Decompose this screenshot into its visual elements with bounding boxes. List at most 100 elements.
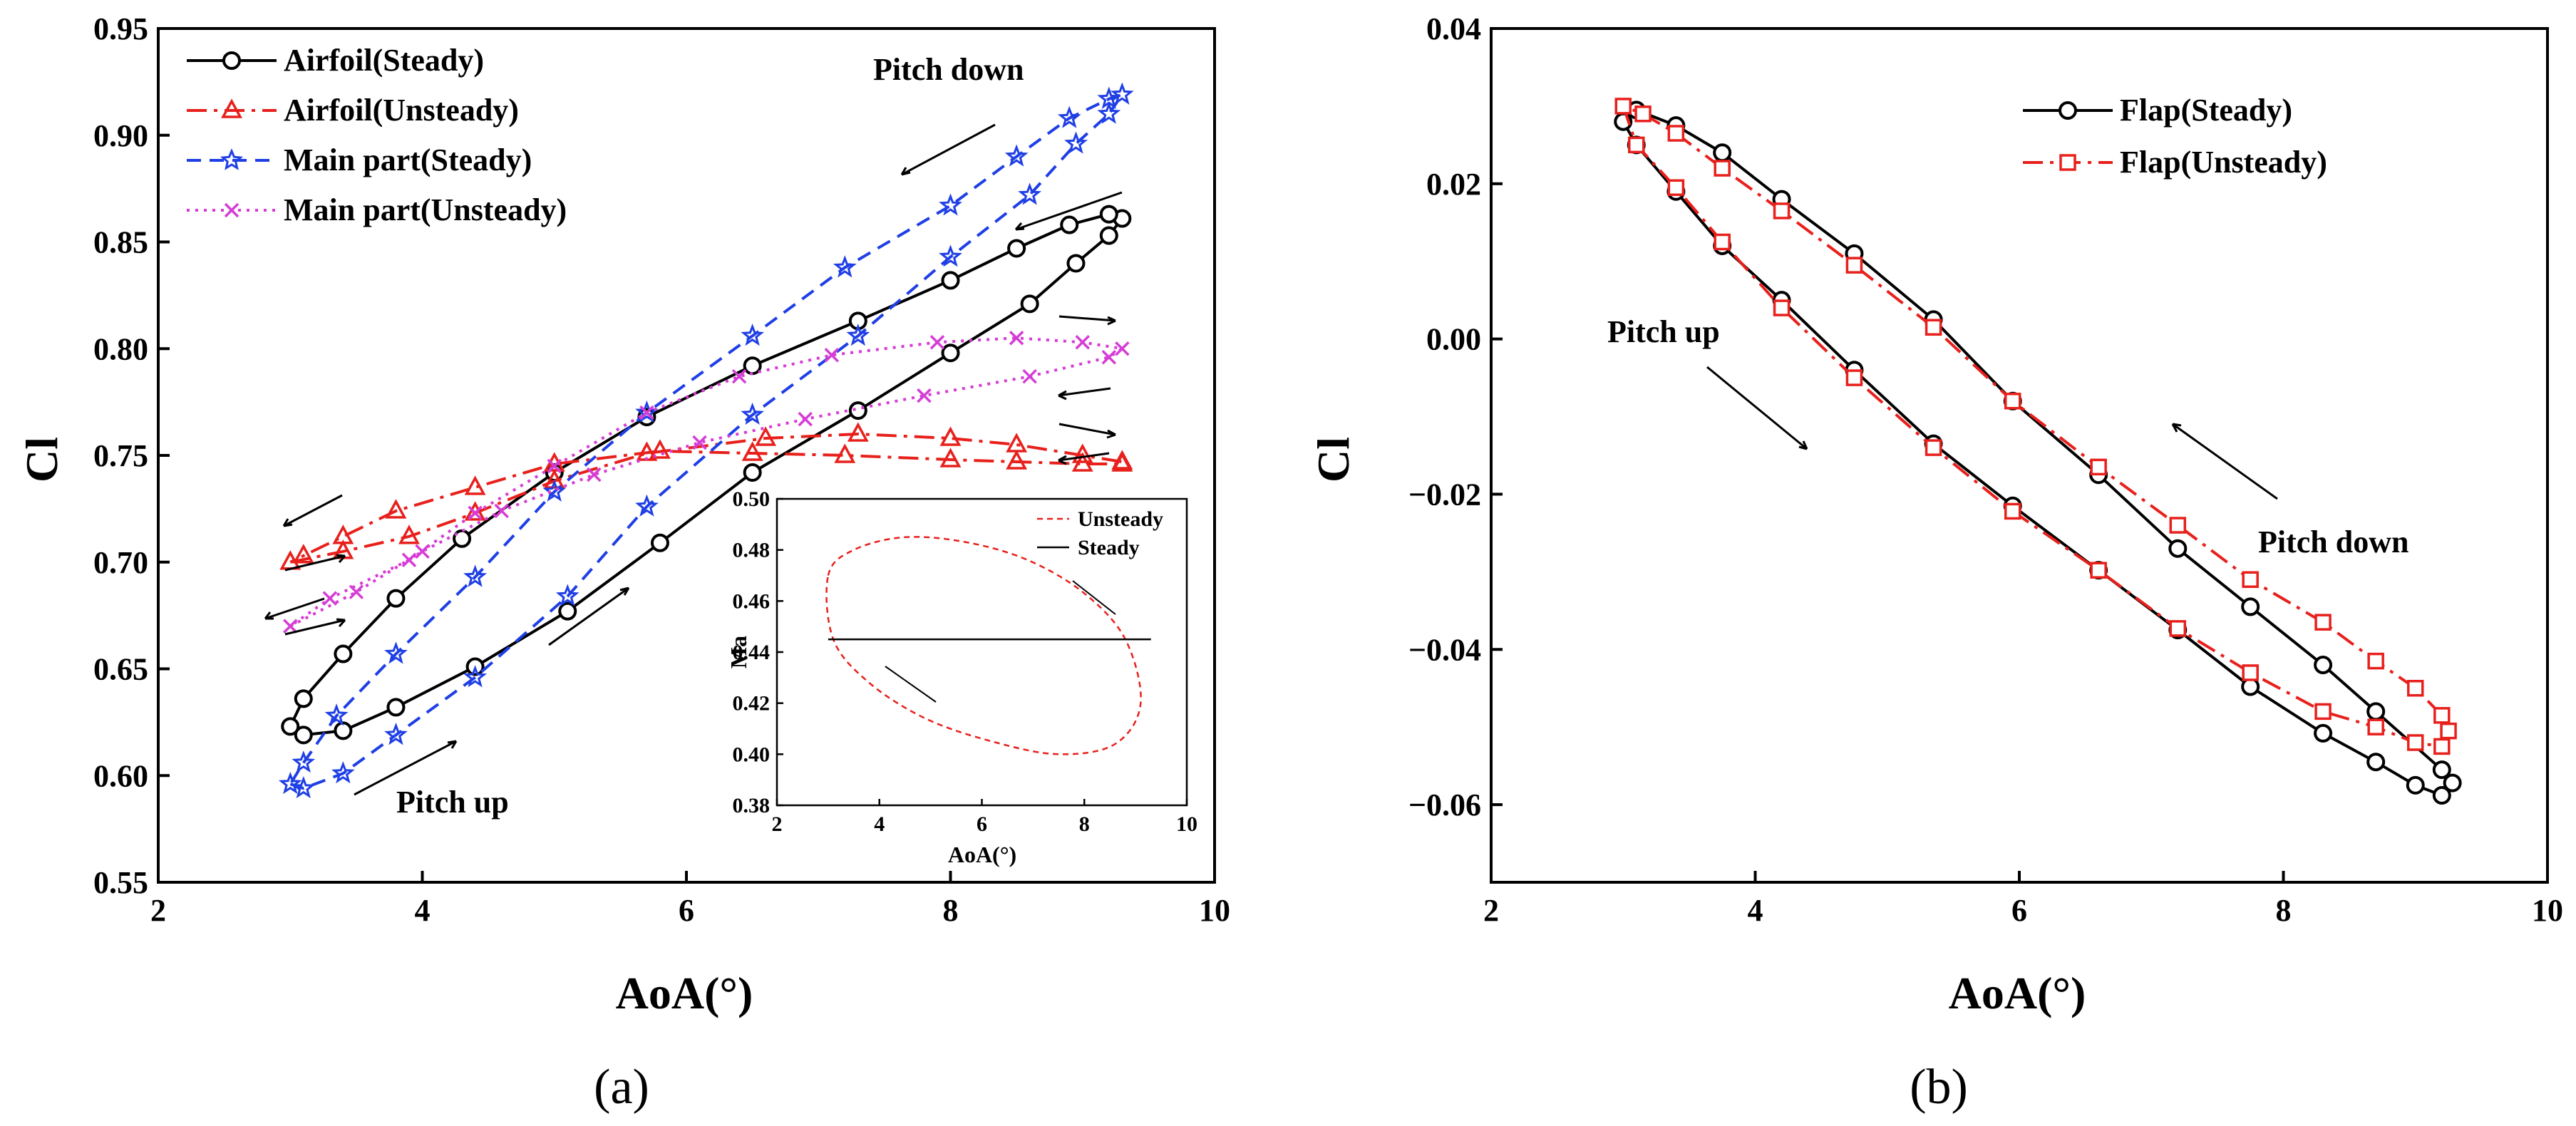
inset-legend-label-unsteady: Unsteady [1078,507,1163,531]
arrow-a-7 [282,494,343,527]
inset-y-axis-label: Ma [726,636,751,668]
point-flap-steady [2241,597,2260,616]
point-flap-unsteady [1925,439,1942,456]
point-main-part-steady [635,494,659,517]
point-airfoil-steady [558,601,577,621]
point-main-part-steady [741,402,764,425]
point-flap-unsteady [2242,571,2259,589]
b-y-tick-label: −0.06 [1408,787,1481,822]
a-x-tick-label: 6 [679,893,694,928]
point-airfoil-steady [334,721,353,740]
point-airfoil-unsteady [464,475,486,495]
series-line-flap-unsteady [1622,105,2451,748]
point-main-part-steady [331,761,355,784]
inset-y-tick-label: 0.44 [733,641,771,664]
point-airfoil-steady [1099,226,1118,245]
legend-a: Airfoil(Steady) Airfoil(Unsteady) Main p… [187,43,567,227]
point-airfoil-unsteady [1006,450,1028,470]
point-main-part-unsteady [1115,341,1130,356]
b-y-tick-label: 0.02 [1426,167,1481,202]
inset-arrow-2 [885,666,937,703]
point-flap-steady [2314,723,2333,743]
inset-series-group [825,536,1151,755]
arrow-a-8 [284,554,346,572]
legend-marker-flap-steady [2059,101,2077,120]
point-main-part-unsteady [1075,335,1090,350]
b-x-tick-label: 4 [1748,893,1763,928]
point-airfoil-unsteady [292,544,314,564]
point-flap-unsteady [2004,393,2021,410]
a-y-tick-label: 0.80 [93,331,148,366]
point-flap-steady [2168,539,2188,558]
point-flap-unsteady [1925,319,1942,336]
point-main-part-unsteady [1022,368,1037,384]
b-y-tick-label: 0.04 [1426,11,1481,46]
annotation-pitch-up-a: Pitch up [396,785,509,820]
point-airfoil-unsteady [1111,452,1133,472]
point-airfoil-unsteady [385,499,407,519]
y-axis-label-b: Cl [1308,437,1359,482]
point-flap-unsteady [1845,257,1863,274]
point-main-part-steady [846,324,870,346]
b-y-tick-label: 0.00 [1426,322,1481,357]
a-y-tick-label: 0.70 [93,545,148,580]
arrow-b-1 [1706,366,1808,450]
inset-y-tick-label: 0.40 [733,743,771,766]
inset-x-tick-label: 10 [1176,812,1197,836]
inset-y-tick-label: 0.46 [733,589,771,613]
a-y-tick-label: 0.95 [93,11,148,46]
point-main-part-steady [1057,105,1081,128]
point-flap-unsteady [1667,179,1685,197]
point-main-part-unsteady [1009,331,1024,346]
inset-frame [776,497,1188,807]
point-main-part-unsteady [929,335,945,350]
point-airfoil-steady [650,533,669,552]
point-main-part-steady [1064,131,1088,154]
point-main-part-steady [278,771,302,795]
point-airfoil-unsteady [543,469,565,489]
point-main-part-steady [1097,101,1121,124]
point-flap-steady [2432,760,2451,780]
direction-arrows-a [264,123,1123,796]
b-x-tick-label: 8 [2276,893,2292,928]
legend-marker-main-steady [220,148,244,170]
legend-marker-main-unsteady [224,202,239,218]
point-airfoil-unsteady [1006,433,1028,453]
point-airfoil-unsteady [332,525,354,544]
point-flap-unsteady [2169,517,2187,534]
point-flap-unsteady [1845,369,1863,386]
b-x-tick-label: 10 [2532,893,2563,928]
point-flap-steady [2406,775,2425,795]
point-flap-unsteady [1773,299,1791,316]
point-airfoil-unsteady [939,426,962,446]
point-flap-unsteady [2090,562,2107,579]
legend-label-flap-steady: Flap(Steady) [2120,93,2292,128]
chart-panel-b: 2 4 6 8 10 −0.06 −0.04 −0.02 0.00 0.02 0.04 Flap(S… [1308,11,2563,1115]
point-flap-steady [2314,656,2333,675]
legend-marker-flap-unsteady [2059,154,2076,171]
point-main-part-unsteady [1101,349,1117,365]
point-main-part-steady [635,400,659,423]
arrow-a-2 [1014,191,1123,231]
b-x-tick-label: 2 [1483,893,1499,928]
chart-panel-a: 2 4 6 8 10 0.55 0.60 0.65 0.70 0.75 0.80 0.85 0.90 0.… [16,11,1230,1115]
point-airfoil-steady [848,401,867,420]
point-airfoil-steady [941,271,960,290]
a-x-tick-label: 2 [150,893,166,928]
point-flap-unsteady [1628,136,1645,154]
inset-x-axis-label: AoA(°) [948,842,1016,867]
a-x-tick-label: 4 [415,893,431,928]
point-flap-steady [2366,702,2386,721]
point-main-part-steady [292,750,316,773]
point-main-part-steady [542,479,567,502]
plot-frame-b [1490,27,2549,884]
point-airfoil-steady [281,717,300,736]
inset-y-tick-label: 0.38 [733,794,771,817]
inset-arrow-1 [1072,580,1116,615]
point-flap-unsteady [1773,202,1791,219]
a-y-tick-label: 0.85 [93,225,148,260]
point-flap-unsteady [2433,738,2451,755]
arrow-a-9 [264,597,325,620]
point-main-part-unsteady [468,505,483,521]
point-main-part-unsteady [798,411,813,427]
